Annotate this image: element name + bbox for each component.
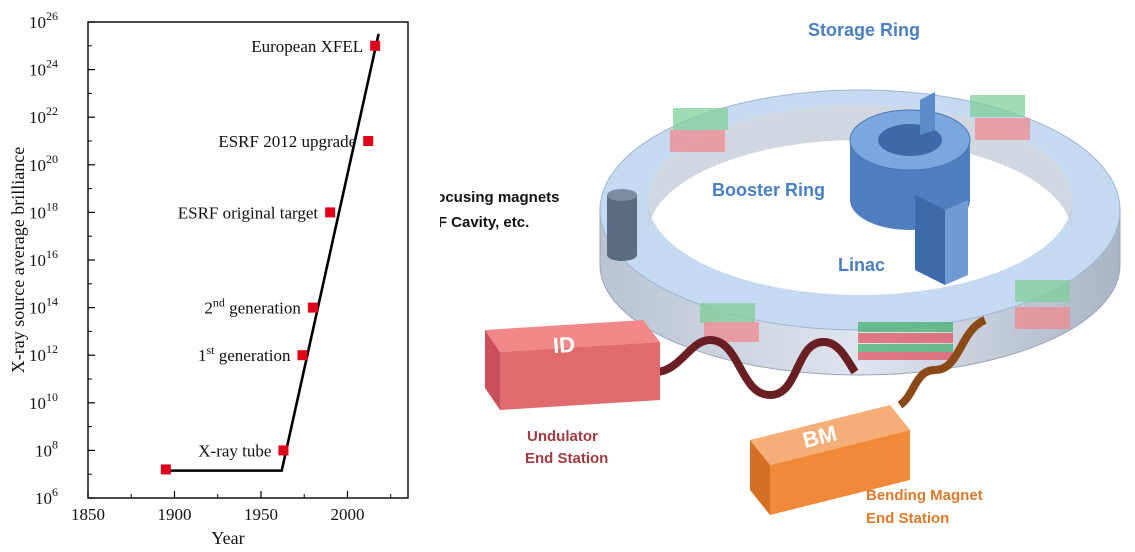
point-label: X-ray tube xyxy=(198,441,271,460)
data-point xyxy=(307,302,318,313)
y-tick-label: 1012 xyxy=(29,342,58,365)
point-label: 2nd generation xyxy=(204,296,301,318)
x-tick-label: 1900 xyxy=(157,505,191,524)
linac xyxy=(915,195,968,285)
point-label: ESRF 2012 upgrade xyxy=(218,132,356,151)
id-box xyxy=(485,320,660,410)
point-label: European XFEL xyxy=(251,37,363,56)
data-point xyxy=(297,350,308,361)
bending-beam xyxy=(897,316,987,409)
undulator-beam xyxy=(654,335,859,400)
ring-magnets xyxy=(670,95,1070,360)
y-tick-label: 1010 xyxy=(29,390,58,413)
point-label: ESRF original target xyxy=(178,203,319,222)
plot-frame xyxy=(87,21,409,499)
storage-ring-label: Storage Ring xyxy=(808,20,920,40)
y-tick-label: 1026 xyxy=(29,9,58,32)
undulator-end-station-label: End Station xyxy=(525,450,608,467)
bending-end-station-label: End Station xyxy=(866,510,949,527)
data-point xyxy=(325,207,336,218)
y-tick-label: 1016 xyxy=(29,247,58,270)
data-point xyxy=(363,136,374,146)
x-tick-label: 2000 xyxy=(330,505,364,524)
booster-ring xyxy=(849,92,971,230)
bm-box xyxy=(750,405,910,515)
y-tick-label: 106 xyxy=(35,485,58,508)
linac-label: Linac xyxy=(838,255,885,275)
id-box-label: ID xyxy=(552,332,576,358)
synchrotron-diagram: Storage Ring Booster Ring Linac Focusing… xyxy=(440,20,1121,527)
y-tick-label: 1014 xyxy=(29,295,58,318)
y-tick-label: 108 xyxy=(35,437,58,460)
y-tick-label: 1020 xyxy=(29,152,58,175)
focusing-magnets-label: Focusing magnets xyxy=(440,189,560,206)
bending-magnet-label: Bending Magnet xyxy=(866,487,983,504)
data-point xyxy=(278,445,289,456)
x-tick-label: 1850 xyxy=(71,505,105,524)
trend-line xyxy=(165,33,380,472)
brilliance-chart: 1850 1900 1950 2000 106 108 1010 1012 1014 1016 10… xyxy=(8,9,409,548)
booster-ring-label: Booster Ring xyxy=(712,180,825,200)
data-point xyxy=(160,464,171,475)
x-tick-label: 1950 xyxy=(244,505,278,524)
x-axis-title: Year xyxy=(211,528,244,548)
point-label: 1st generation xyxy=(198,343,291,365)
y-tick-label: 1024 xyxy=(29,57,58,80)
y-axis-title: X-ray source average brilliance xyxy=(8,147,28,373)
rf-cavity-label: RF Cavity, etc. xyxy=(440,214,529,231)
data-point xyxy=(370,40,381,51)
y-tick-label: 1018 xyxy=(29,199,58,222)
undulator-label: Undulator xyxy=(527,428,598,445)
y-tick-label: 1022 xyxy=(29,104,58,127)
rf-cavity xyxy=(607,189,637,261)
